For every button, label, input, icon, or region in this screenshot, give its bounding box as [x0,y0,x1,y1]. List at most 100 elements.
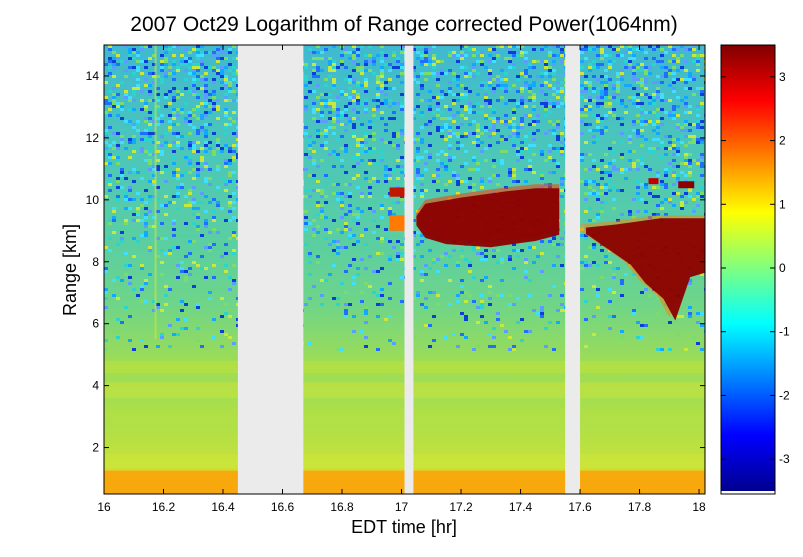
noise-cell [512,129,516,132]
noise-cell [388,258,392,261]
noise-cell [556,45,560,48]
noise-cell [124,60,128,63]
noise-cell [524,114,528,117]
noise-cell [584,81,588,84]
noise-cell [428,345,432,348]
noise-cell [444,165,448,168]
noise-cell [604,54,608,57]
noise-cell [164,60,168,63]
noise-cell [200,102,204,105]
noise-cell [200,192,204,195]
noise-cell [112,51,116,54]
noise-cell [344,51,348,54]
noise-cell [188,252,192,255]
noise-cell [592,99,596,102]
noise-cell [304,189,308,192]
noise-cell [548,99,552,102]
noise-cell [660,93,664,96]
noise-cell [588,123,592,126]
noise-cell [200,267,204,270]
noise-cell [676,123,680,126]
noise-cell [140,264,144,267]
noise-cell [480,81,484,84]
noise-cell [348,228,352,231]
noise-cell [644,81,648,84]
noise-cell [344,183,348,186]
noise-cell [208,99,212,102]
noise-cell [592,192,596,195]
noise-cell [668,147,672,150]
noise-cell [160,204,164,207]
noise-cell [168,324,172,327]
noise-cell [664,75,668,78]
noise-cell [660,144,664,147]
noise-cell [500,165,504,168]
noise-cell [612,315,616,318]
noise-cell [136,54,140,57]
noise-cell [384,237,388,240]
noise-cell [488,69,492,72]
noise-cell [148,57,152,60]
noise-cell [516,159,520,162]
noise-cell [488,303,492,306]
noise-cell [684,159,688,162]
noise-cell [416,165,420,168]
noise-cell [108,45,112,48]
noise-cell [608,261,612,264]
noise-cell [612,267,616,270]
noise-cell [432,117,436,120]
noise-cell [316,231,320,234]
noise-cell [384,165,388,168]
noise-cell [352,282,356,285]
noise-cell [188,273,192,276]
noise-cell [172,234,176,237]
noise-cell [372,150,376,153]
noise-cell [600,210,604,213]
noise-cell [556,81,560,84]
noise-cell [204,102,208,105]
noise-cell [696,141,700,144]
noise-cell [684,144,688,147]
noise-cell [608,105,612,108]
noise-cell [664,135,668,138]
noise-cell [128,315,132,318]
noise-cell [508,258,512,261]
noise-cell [380,288,384,291]
noise-cell [204,180,208,183]
noise-cell [144,231,148,234]
noise-cell [356,117,360,120]
noise-cell [632,312,636,315]
noise-cell [152,216,156,219]
noise-cell [528,150,532,153]
noise-cell [656,90,660,93]
noise-cell [104,63,108,66]
noise-cell [128,276,132,279]
noise-cell [216,204,220,207]
noise-cell [496,84,500,87]
noise-cell [676,57,680,60]
noise-cell [368,255,372,258]
noise-cell [612,141,616,144]
noise-cell [472,141,476,144]
noise-cell [316,45,320,48]
noise-cell [328,111,332,114]
noise-cell [104,99,108,102]
noise-cell [132,126,136,129]
noise-cell [120,138,124,141]
noise-cell [232,171,236,174]
noise-cell [452,99,456,102]
noise-cell [152,63,156,66]
noise-cell [228,51,232,54]
noise-cell [528,279,532,282]
noise-cell [452,114,456,117]
noise-cell [688,153,692,156]
noise-cell [124,222,128,225]
noise-cell [456,264,460,267]
noise-cell [396,159,400,162]
noise-cell [344,129,348,132]
noise-cell [700,162,704,165]
noise-cell [476,123,480,126]
noise-cell [192,198,196,201]
noise-cell [460,279,464,282]
noise-cell [308,261,312,264]
